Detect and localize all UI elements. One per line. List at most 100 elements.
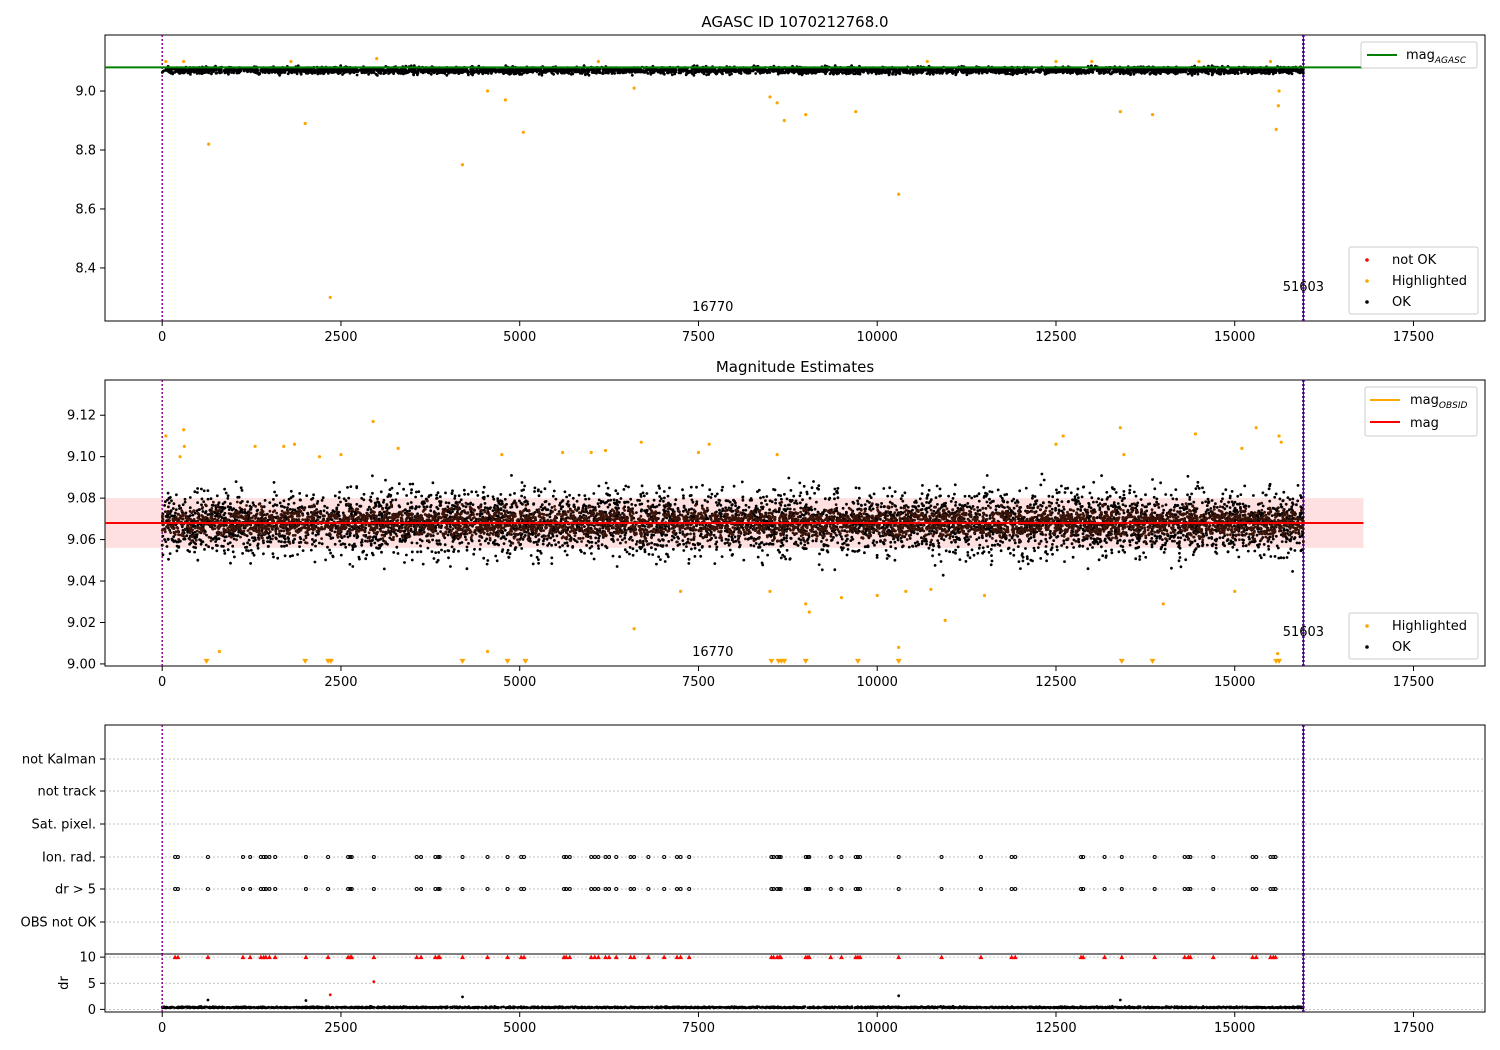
ok-point [510, 474, 513, 477]
ok-point [272, 481, 276, 484]
ok-point [382, 72, 386, 75]
highlighted-point [485, 89, 490, 93]
ok-point [736, 69, 740, 72]
ok-point [397, 482, 401, 486]
ok-point [326, 72, 330, 75]
ok-point [911, 73, 915, 76]
ok-point [1016, 69, 1020, 72]
ok-point [537, 72, 541, 76]
highlighted-point [854, 110, 858, 114]
ok-point [500, 68, 503, 71]
ok-point [954, 504, 957, 507]
ok-point [973, 495, 976, 498]
ok-point [897, 68, 901, 71]
ok-point [667, 70, 671, 73]
ok-point [1229, 71, 1233, 74]
ok-point [714, 69, 718, 73]
highlighted-point [1150, 113, 1155, 117]
ok-point [817, 69, 821, 73]
ok-point [835, 69, 838, 73]
ok-point [355, 73, 359, 77]
ok-point [590, 552, 593, 555]
ok-point [886, 494, 890, 498]
ok-point [640, 484, 644, 488]
ok-point [759, 70, 763, 73]
ok-point [841, 68, 845, 72]
ok-point [436, 68, 439, 71]
obsid-label: 51603 [1283, 280, 1324, 295]
ok-point [1056, 70, 1060, 74]
ok-point [1128, 70, 1131, 74]
ok-point [1054, 508, 1057, 512]
ok-point [408, 482, 412, 486]
ok-point [934, 496, 938, 499]
ok-point [690, 69, 694, 73]
x-tick-label: 10000 [857, 330, 898, 345]
ok-point [880, 71, 884, 75]
ok-point [977, 71, 981, 75]
ok-point [199, 69, 202, 73]
ok-point [1290, 72, 1294, 76]
ok-point [950, 70, 954, 74]
ok-point [966, 551, 970, 554]
ok-point [584, 69, 587, 73]
ok-point [873, 543, 876, 547]
ok-point [322, 509, 326, 513]
ok-point [160, 543, 164, 547]
highlighted-point [503, 98, 508, 102]
ok-point [543, 69, 547, 72]
ok-point [1063, 491, 1067, 494]
ok-point [239, 486, 243, 490]
ok-point [279, 71, 283, 75]
ok-point [1250, 71, 1254, 74]
ok-point [763, 68, 767, 72]
ok-point [1056, 68, 1060, 71]
ok-point [878, 69, 882, 73]
ok-point [189, 70, 192, 74]
ok-point [783, 71, 787, 75]
ok-point [525, 70, 529, 74]
ok-point [411, 482, 415, 486]
ok-point [1088, 491, 1092, 495]
ok-point [695, 70, 699, 73]
ok-point [841, 506, 845, 510]
ok-point [891, 72, 894, 76]
ok-point [643, 71, 647, 74]
ok-point [885, 69, 888, 73]
ok-point [280, 68, 284, 72]
ok-point [679, 70, 683, 74]
ok-point [969, 69, 973, 73]
ok-point [657, 68, 661, 72]
ok-point [705, 73, 708, 77]
ok-point [627, 485, 630, 489]
ok-point [628, 552, 631, 556]
ok-point [927, 488, 931, 492]
ok-point [228, 68, 232, 72]
ok-point [692, 73, 696, 77]
ok-point [988, 68, 992, 72]
ok-point [630, 73, 634, 77]
ok-point [338, 490, 341, 494]
ok-point [598, 70, 601, 74]
ok-point [707, 70, 711, 74]
ok-point [747, 69, 751, 73]
highlighted-point [375, 56, 379, 61]
ok-point [936, 503, 939, 506]
ok-point [1068, 70, 1072, 74]
ok-point [1024, 547, 1027, 550]
ok-point [358, 68, 362, 72]
ok-point [272, 555, 275, 559]
ok-point [1176, 71, 1179, 75]
ok-point [276, 71, 280, 75]
ok-point [1091, 546, 1094, 549]
ok-point [1099, 71, 1102, 75]
ok-point [931, 72, 935, 76]
ok-point [1192, 500, 1196, 504]
y-tick-label: 8.8 [75, 143, 96, 158]
ok-point [1203, 69, 1207, 73]
ok-point [1000, 70, 1004, 74]
ok-point [325, 533, 328, 536]
ok-point [445, 73, 449, 77]
ok-point [1110, 72, 1113, 76]
ok-point [486, 68, 490, 72]
